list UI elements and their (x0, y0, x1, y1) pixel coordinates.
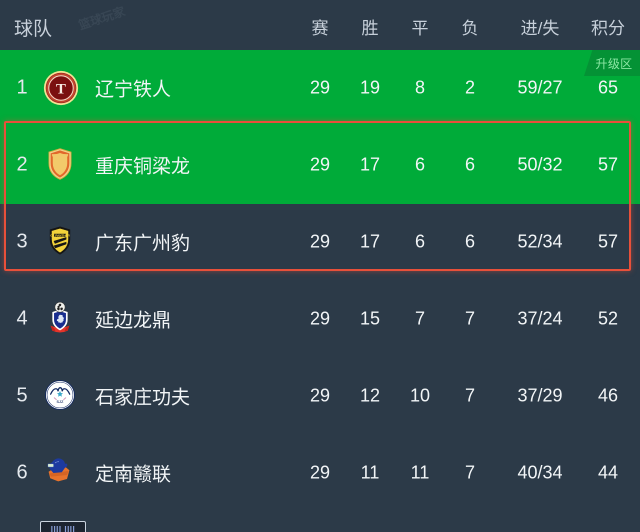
svg-text:SJZ: SJZ (57, 400, 65, 404)
svg-text:T: T (56, 82, 66, 98)
